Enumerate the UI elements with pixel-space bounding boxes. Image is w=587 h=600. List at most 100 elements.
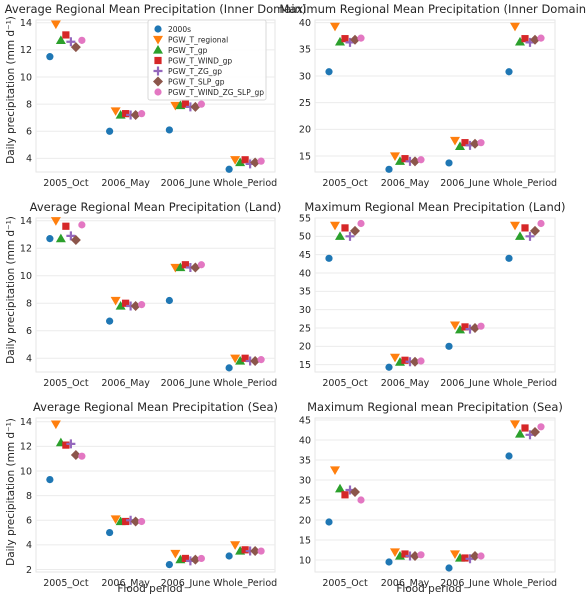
data-point (330, 466, 340, 475)
y-tick-label: 14 (20, 18, 32, 29)
data-point (521, 424, 529, 432)
y-tick-label: 12 (20, 45, 32, 56)
data-point (62, 222, 70, 230)
data-point (70, 449, 81, 460)
x-tick-label: 2006_May (101, 578, 150, 589)
data-point (410, 356, 420, 367)
data-point (470, 551, 480, 561)
chart-panel: 10 15 20 25 30 35 40 45 2005_Oct 2006_May 2006_Jun… (299, 400, 563, 589)
legend-box (147, 19, 267, 101)
y-tick-label: 6 (26, 326, 32, 337)
data-point (230, 156, 241, 165)
data-point (50, 217, 61, 226)
y-tick-label: 15 (299, 151, 311, 162)
data-point (250, 356, 261, 366)
data-point (130, 516, 141, 527)
data-point (106, 528, 114, 537)
data-point (510, 22, 520, 32)
data-point (530, 34, 540, 45)
legend-marker (153, 45, 163, 54)
y-tick-label: 40 (299, 18, 311, 29)
data-point (250, 546, 261, 557)
data-point (330, 22, 340, 32)
data-point (55, 35, 66, 44)
data-point (62, 31, 70, 39)
y-tick-label: 20 (299, 515, 311, 526)
data-point (50, 420, 61, 430)
legend-label: PGW_T_WIND_ZG_SLP_gp (168, 88, 264, 97)
data-point (122, 110, 130, 118)
legend-marker (153, 66, 163, 76)
legend-marker (154, 25, 162, 33)
y-tick-label: 4 (26, 154, 32, 165)
data-point (455, 141, 465, 150)
data-point (521, 224, 529, 232)
x-tick-label: Whole_Period (493, 378, 557, 389)
x-tick-label: 2006_June (440, 178, 490, 189)
data-point (197, 261, 205, 269)
data-point (410, 156, 420, 167)
data-point (477, 322, 485, 330)
y-axis-label-row2: Daily precipitation (mm d⁻¹) (5, 216, 17, 364)
data-point (350, 225, 360, 236)
y-tick-label: 40 (299, 435, 311, 446)
y-tick-label: 14 (20, 417, 32, 428)
data-point (510, 420, 520, 429)
data-point (66, 439, 76, 449)
legend-marker (153, 76, 163, 87)
x-tick-label: Whole_Period (213, 378, 277, 389)
data-point (225, 364, 233, 372)
chart-title: Average Regional Mean Precipitation (Lan… (30, 200, 282, 214)
chart-panel: 4 6 8 10 12 14 2005_Oct 2006_May 2006_June Whole_… (20, 200, 281, 389)
x-tick-label: 2005_Oct (43, 378, 89, 389)
data-point (390, 152, 400, 161)
data-point (357, 34, 365, 42)
y-tick-label: 40 (299, 268, 311, 279)
data-point (165, 296, 173, 305)
data-point (175, 262, 186, 272)
y-tick-label: 35 (299, 455, 311, 466)
data-point (335, 36, 345, 46)
x-tick-label: 2006_June (161, 378, 211, 389)
x-tick-label: 2005_Oct (322, 178, 368, 189)
data-point (230, 354, 241, 364)
x-tick-label: 2006_May (381, 578, 430, 589)
x-tick-label: 2006_May (101, 378, 150, 389)
y-tick-label: 8 (26, 299, 32, 310)
y-axis-label-row3: Daily precipitation (mm d⁻¹) (5, 418, 17, 566)
x-tick-label: Whole_Period (493, 578, 557, 589)
y-tick-label: 30 (299, 71, 311, 82)
data-point (122, 517, 130, 526)
x-axis-label-left: Flood period (117, 583, 182, 595)
data-point (78, 452, 86, 460)
x-tick-label: 2005_Oct (43, 178, 89, 189)
data-point (190, 554, 201, 565)
data-point (170, 549, 181, 559)
legend-label: PGW_T_regional (168, 35, 228, 44)
data-point (335, 483, 345, 493)
legend-marker (153, 35, 163, 45)
data-point (225, 552, 233, 560)
chart-panel: 2 4 6 8 10 12 14 2005_Oct 2006_May 2006_June Whole… (20, 400, 278, 589)
data-point (450, 136, 460, 146)
x-tick-label: 2006_May (381, 378, 430, 389)
data-point (455, 324, 465, 334)
data-point (530, 427, 540, 437)
data-point (401, 356, 409, 364)
plot-area (314, 217, 556, 373)
y-tick-label: 10 (299, 555, 311, 566)
x-tick-label: 2005_Oct (43, 578, 89, 589)
data-point (357, 219, 365, 228)
data-point (165, 561, 173, 569)
data-point (505, 68, 513, 76)
y-tick-label: 10 (20, 72, 32, 83)
chart-panel: 15 20 25 30 35 40 2005_Oct 2006_May 2006_June Who… (279, 2, 587, 189)
data-point (390, 548, 400, 557)
data-point (130, 301, 141, 311)
chart-title: Maximum Regional mean Precipitation (Sea… (307, 400, 563, 414)
data-point (110, 296, 121, 306)
data-point (350, 34, 360, 45)
data-point (170, 101, 181, 111)
data-point (515, 429, 525, 438)
